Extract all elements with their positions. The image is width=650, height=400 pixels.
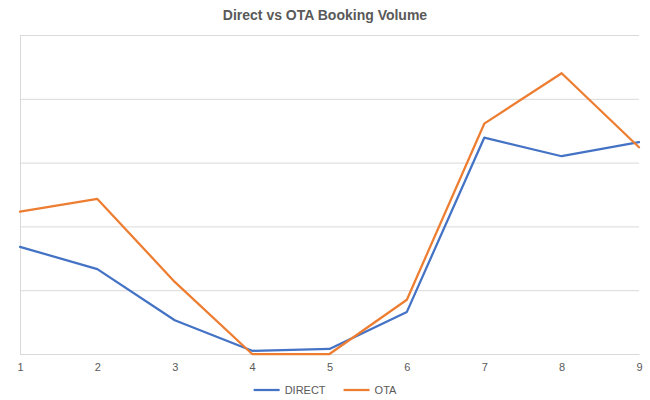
legend-swatch (254, 389, 280, 391)
x-tick-label: 8 (559, 361, 565, 373)
x-tick: 1 (17, 354, 23, 373)
background (0, 0, 650, 400)
grid-line (20, 226, 639, 227)
y-tick (20, 99, 639, 100)
x-tick: 3 (172, 354, 178, 373)
x-tick: 7 (482, 354, 488, 373)
legend-item: DIRECT (254, 384, 326, 396)
legend: DIRECT OTA (254, 384, 397, 396)
plot: 1 2 3 4 5 6 7 8 9 (17, 36, 642, 373)
x-tick-label: 9 (636, 361, 642, 373)
x-axis: 1 2 3 4 5 6 7 8 9 (17, 354, 642, 373)
legend-item: OTA (344, 384, 397, 396)
x-tick: 5 (327, 354, 333, 373)
series-line (20, 138, 639, 351)
y-tick (20, 163, 639, 164)
x-tick: 2 (95, 354, 101, 373)
x-tick-label: 1 (17, 361, 23, 373)
x-tick-label: 3 (172, 361, 178, 373)
x-tick-label: 7 (482, 361, 488, 373)
grid-line (20, 290, 639, 291)
x-tick: 4 (250, 354, 256, 373)
y-axis (20, 36, 639, 355)
x-tick: 6 (404, 354, 410, 373)
x-tick-label: 4 (250, 361, 256, 373)
x-tick-label: 5 (327, 361, 333, 373)
x-tick: 9 (636, 354, 642, 373)
title: Direct vs OTA Booking Volume (223, 7, 428, 23)
legend-label: DIRECT (285, 384, 326, 396)
grid-line (20, 99, 639, 100)
series-line (20, 73, 639, 354)
x-tick-label: 6 (404, 361, 410, 373)
grid-line (20, 35, 639, 36)
legend-swatch (344, 389, 370, 391)
legend-label: OTA (375, 384, 397, 396)
y-axis-line (21, 36, 640, 355)
x-tick-label: 2 (95, 361, 101, 373)
chart: Direct vs OTA Booking Volume 1 2 3 4 5 6 7 8 9 DIR… (0, 0, 650, 400)
series-group (20, 73, 639, 354)
y-tick (20, 226, 639, 227)
y-tick (20, 290, 639, 291)
x-tick: 8 (559, 354, 565, 373)
grid-line (20, 163, 639, 164)
y-tick (20, 35, 639, 36)
